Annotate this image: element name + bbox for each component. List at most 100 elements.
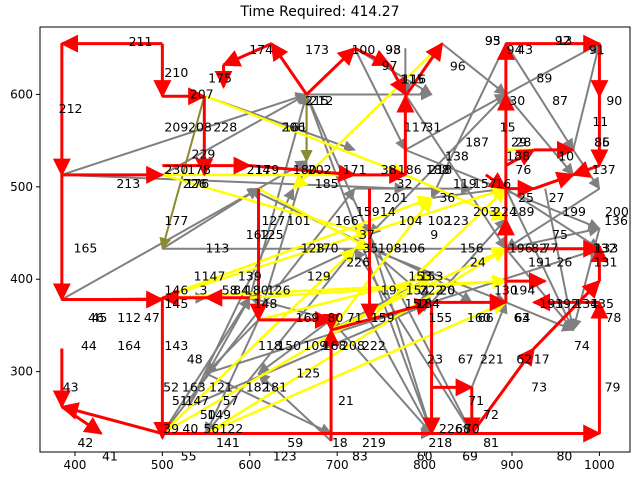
gray-edge-45-0 bbox=[205, 319, 260, 435]
yellow-edge-17-0 bbox=[249, 274, 508, 299]
node-label: 208 bbox=[341, 338, 365, 353]
gray-edge-52-0 bbox=[470, 301, 508, 388]
node-label: 27 bbox=[549, 190, 565, 205]
gray-edge-11-0 bbox=[187, 296, 251, 408]
node-label: 102 bbox=[428, 213, 452, 228]
node-label: 74 bbox=[574, 338, 590, 353]
node-label: 132 bbox=[593, 241, 617, 256]
route-edge-8-0 bbox=[470, 347, 536, 435]
gray-edge-25-0 bbox=[504, 188, 575, 332]
node-label: 218 bbox=[428, 435, 452, 450]
route-edge-9-1 bbox=[330, 297, 434, 332]
node-label: 222 bbox=[420, 282, 444, 297]
y-tick-label: 500 bbox=[10, 180, 33, 194]
node-label: 93 bbox=[485, 33, 501, 48]
node-label: 47 bbox=[144, 310, 160, 325]
route-edge-16-1 bbox=[221, 42, 273, 67]
node-label: 122 bbox=[219, 421, 243, 436]
x-tick-label: 800 bbox=[413, 458, 436, 472]
yellow-edge-8-0 bbox=[205, 300, 508, 435]
node-label: 84 bbox=[233, 282, 249, 297]
route-edge-12-1 bbox=[571, 160, 600, 178]
gray-edge-51-0 bbox=[205, 247, 356, 435]
node-label: 113 bbox=[206, 241, 230, 256]
node-label: 1147 bbox=[194, 268, 226, 283]
node-label: 219 bbox=[362, 435, 386, 450]
node-label: 51 bbox=[172, 393, 188, 408]
node-label: 199 bbox=[562, 204, 586, 219]
node-label: 169 bbox=[296, 310, 320, 325]
olive-edges-layer bbox=[159, 94, 313, 250]
x-tick-label: 400 bbox=[64, 458, 87, 472]
yellow-edge-15-0 bbox=[292, 42, 443, 190]
node-label: 189 bbox=[511, 204, 535, 219]
node-label: 9 bbox=[430, 227, 438, 242]
yellow-edge-7-0 bbox=[205, 247, 508, 435]
node-label: 137 bbox=[592, 162, 616, 177]
route-edge-14-1 bbox=[249, 164, 357, 183]
node-label: 38 bbox=[381, 162, 397, 177]
node-label: 14 bbox=[380, 204, 396, 219]
node-label: 194 bbox=[511, 282, 535, 297]
gray-edge-0-0 bbox=[61, 92, 308, 176]
node-label: 123 bbox=[273, 449, 297, 464]
gray-edge-44-0 bbox=[205, 319, 260, 375]
node-label: 63 bbox=[514, 310, 530, 325]
node-label: 164 bbox=[117, 338, 141, 353]
gray-edge-18-0 bbox=[404, 93, 507, 250]
node-label: 90 bbox=[606, 93, 622, 108]
node-label: 41 bbox=[102, 449, 118, 464]
node-label: 67 bbox=[458, 352, 474, 367]
node-label: 23 bbox=[427, 352, 443, 367]
chart-title: Time Required: 414.27 bbox=[239, 4, 399, 20]
node-label: 44 bbox=[81, 338, 97, 353]
node-label: 135 bbox=[590, 296, 614, 311]
node-label: 89 bbox=[536, 71, 552, 86]
node-label: 154 bbox=[406, 282, 430, 297]
node-label: 136 bbox=[604, 213, 628, 228]
route-edge-21-1 bbox=[533, 171, 575, 191]
node-label: 112 bbox=[117, 310, 141, 325]
node-label: 129 bbox=[307, 268, 331, 283]
node-label: 185 bbox=[315, 176, 339, 191]
node-label: 221 bbox=[480, 352, 504, 367]
node-label: 57 bbox=[223, 393, 239, 408]
yellow-edge-10-0 bbox=[257, 187, 371, 250]
node-label: 48 bbox=[187, 352, 203, 367]
node-label: 184 bbox=[416, 296, 440, 311]
node-label: 188 bbox=[506, 148, 530, 163]
node-label: 173 bbox=[305, 42, 329, 57]
node-label: 146 bbox=[164, 282, 188, 297]
gray-edge-55-0 bbox=[430, 218, 507, 303]
yellow-edge-3-0 bbox=[161, 185, 508, 299]
node-label: 119 bbox=[453, 176, 477, 191]
node-label: 148 bbox=[254, 296, 278, 311]
node-label: 58 bbox=[222, 282, 238, 297]
node-label: 60 bbox=[417, 449, 433, 464]
node-label: 166 bbox=[335, 213, 359, 228]
node-label: 71 bbox=[347, 310, 363, 325]
node-label: 17 bbox=[534, 352, 550, 367]
gray-edge-21-0 bbox=[441, 42, 507, 96]
node-label: 193 bbox=[539, 296, 563, 311]
route-edge-22-0 bbox=[484, 172, 508, 190]
node-label: 108 bbox=[378, 241, 402, 256]
node-label: 64 bbox=[515, 310, 531, 325]
node-label: 170 bbox=[315, 241, 339, 256]
node-label: 76 bbox=[515, 162, 531, 177]
node-label: 210 bbox=[164, 65, 188, 80]
node-label: 10 bbox=[558, 148, 574, 163]
node-label: 91 bbox=[589, 42, 605, 57]
node-label: 133 bbox=[594, 241, 618, 256]
y-tick-label: 600 bbox=[10, 87, 33, 101]
node-label: 159 bbox=[356, 204, 380, 219]
node-label: 79 bbox=[605, 379, 621, 394]
node-label: 93 bbox=[385, 42, 401, 57]
node-label: 224 bbox=[493, 204, 517, 219]
gray-edge-59-0 bbox=[430, 43, 507, 200]
node-label: 177 bbox=[164, 213, 188, 228]
y-tick-label: 300 bbox=[10, 365, 33, 379]
node-label: 71 bbox=[468, 393, 484, 408]
node-label: 139 bbox=[238, 268, 262, 283]
